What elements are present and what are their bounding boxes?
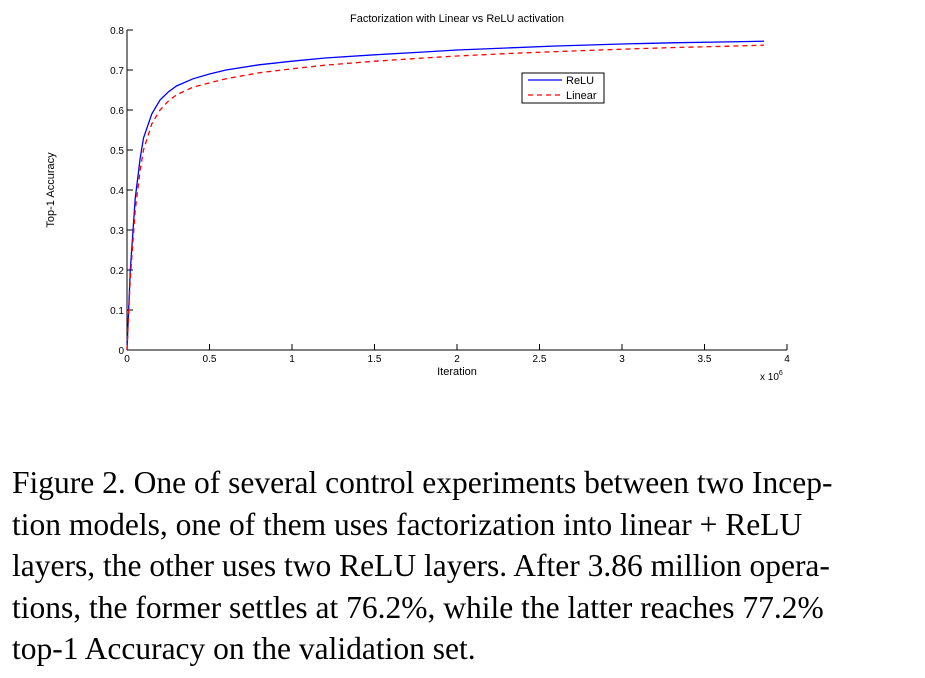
caption-line: top-1 Accuracy on the validation set.	[12, 631, 476, 666]
series-relu-line	[126, 40, 764, 351]
caption-line: tion models, one of them uses factorizat…	[12, 506, 803, 542]
y-tick-label: 0.6	[110, 106, 124, 117]
y-axis-label: Top-1 Accuracy	[45, 152, 57, 228]
legend-relu-label: ReLU	[566, 75, 594, 87]
line-chart: Factorization with Linear vs ReLU activa…	[45, 13, 790, 383]
caption-line: Figure 2. One of several control experim…	[12, 465, 833, 500]
x-tick-label: 3	[619, 354, 625, 365]
x-tick-label: 1	[289, 354, 295, 365]
chart-title: Factorization with Linear vs ReLU activa…	[350, 13, 564, 25]
x-tick-label: 2	[454, 354, 460, 365]
x-tick-label: 0.5	[203, 354, 217, 365]
y-tick-label: 0.1	[110, 306, 124, 317]
x-tick-label: 1.5	[368, 354, 382, 365]
y-tick-label: 0.7	[110, 66, 124, 77]
x-axis-ticks: 0 0.5 1 1.5 2 2.5 3 3.5 4	[124, 344, 790, 365]
x-axis-label: Iteration	[437, 366, 477, 378]
legend-box	[521, 72, 605, 104]
y-tick-label: 0.4	[110, 186, 124, 197]
x-tick-label: 3.5	[698, 354, 712, 365]
y-tick-label: 0.3	[110, 226, 124, 237]
y-tick-label: 0.5	[110, 146, 124, 157]
legend-linear-label: Linear	[566, 90, 597, 102]
series-linear-line	[126, 44, 764, 351]
legend: ReLU Linear	[521, 72, 605, 104]
x-axis-multiplier-exponent: 6	[779, 370, 783, 377]
caption-line: tions, the former settles at 76.2%, whil…	[12, 589, 824, 625]
x-tick-label: 2.5	[533, 354, 547, 365]
y-tick-label: 0.2	[110, 266, 124, 277]
y-tick-label: 0	[118, 346, 124, 357]
x-axis-multiplier: x 106	[760, 370, 783, 383]
figure-caption: Figure 2. One of several control experim…	[12, 462, 913, 670]
x-tick-label: 0	[124, 354, 130, 365]
y-tick-label: 0.8	[110, 26, 124, 37]
caption-line: layers, the other uses two ReLU layers. …	[12, 548, 830, 583]
plot-area	[127, 30, 787, 350]
x-axis-multiplier-base: x 10	[760, 372, 779, 383]
x-tick-label: 4	[784, 354, 790, 365]
